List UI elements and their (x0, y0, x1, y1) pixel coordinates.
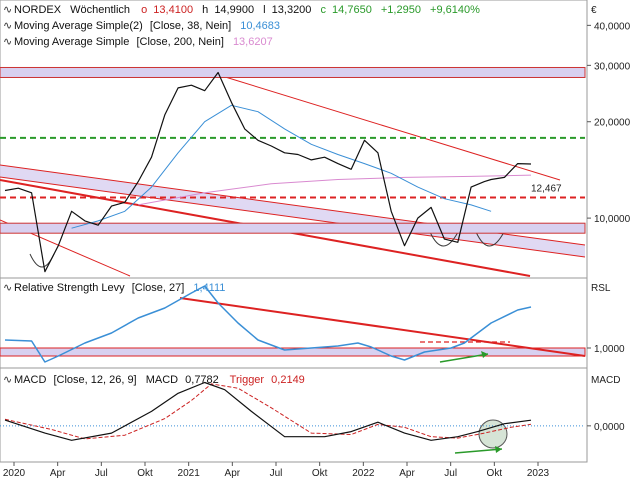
rsl-series (4, 285, 532, 363)
x-tick-label-7: Okt (312, 468, 328, 479)
macd-series (0, 381, 585, 441)
x-tick-label-5: Apr (225, 468, 241, 479)
macd-legend-title: MACD (14, 374, 46, 386)
trend-channel-lower (0, 176, 586, 258)
x-tick-label-0: 2020 (3, 468, 26, 479)
macd-legend: ∿ MACD [Close, 12, 26, 9] MACD 0,7782 Tr… (3, 374, 305, 386)
macd-cross-circle (478, 419, 508, 449)
trigger-line (4, 383, 532, 440)
rsl-legend-name: Relative Strength Levy (14, 282, 125, 294)
svg-text:∿ NORDEX Wöchentli: ∿ NORDEX Wöchentlich o 13,4100 h 14,9900… (3, 4, 480, 16)
rsl-band (0, 347, 586, 357)
price-y-tick-label-3: 10,0000 (594, 214, 631, 225)
close-value: 14,7650 (332, 4, 372, 16)
change-value: +1,2950 (381, 4, 421, 16)
bottom-arc-okt-2022 (475, 231, 505, 247)
high-value: 14,9900 (214, 4, 254, 16)
price-line (4, 71, 532, 273)
high-label: h (202, 4, 208, 16)
price-levels (0, 66, 586, 234)
x-tick-label-10: Jul (444, 468, 457, 479)
change-pct-value: +9,6140% (430, 4, 480, 16)
trend-channel-band (0, 165, 585, 257)
ma38-legend-params: [Close, 38, Nein] (150, 20, 231, 32)
macd-y-axis: 0,0000 (587, 422, 625, 433)
macd-panel-frame (0, 367, 588, 463)
open-label: o (141, 4, 147, 16)
bottom-arc-jul-2022 (429, 231, 459, 247)
macd-legend-name: MACD (146, 374, 178, 386)
trigger-legend-name: Trigger (230, 374, 265, 386)
ma200-legend-value: 13,6207 (233, 36, 273, 48)
currency-label: € (591, 5, 597, 16)
ma200-line (138, 174, 532, 206)
x-tick-label-9: Apr (399, 468, 415, 479)
trigger-legend-value: 0,2149 (271, 374, 305, 386)
rsl-legend: ∿ Relative Strength Levy [Close, 27] 1,4… (3, 282, 225, 294)
rsl-y-axis: 1,0000 (587, 344, 625, 355)
macd-y-tick-label-0: 0,0000 (594, 422, 625, 433)
svg-text:∿ Moving Average Simple(: ∿ Moving Average Simple(2) [Close, 38, N… (3, 20, 280, 32)
legend-wave-icon: ∿ (3, 282, 12, 294)
ma38-legend-value: 10,4683 (240, 20, 280, 32)
ma200-legend-name: Moving Average Simple (14, 36, 129, 48)
x-tick-label-6: Jul (270, 468, 283, 479)
instrument-title: NORDEX (14, 4, 62, 16)
rsl-downtrend-line (179, 297, 586, 357)
rsl-legend-params: [Close, 27] (132, 282, 185, 294)
macd-legend-value: 0,7782 (185, 374, 219, 386)
last-price-label: 12,467 (531, 183, 562, 194)
macd-axis-label: MACD (591, 375, 620, 386)
x-tick-label-12: 2023 (527, 468, 550, 479)
low-label: l (263, 4, 265, 16)
x-axis: 2020 Apr Jul Okt 2021 Apr Jul Okt 2022 Apr Jul Okt 2… (3, 462, 550, 479)
x-tick-label-3: Okt (137, 468, 153, 479)
ma200-legend-params: [Close, 200, Nein] (136, 36, 223, 48)
legend-wave-icon: ∿ (3, 20, 12, 32)
rsl-axis-label: RSL (591, 283, 611, 294)
low-value: 13,3200 (272, 4, 312, 16)
downtrend-line (221, 75, 561, 181)
macd-annotations (454, 419, 508, 454)
legend-wave-icon: ∿ (3, 4, 12, 16)
horizontal-band-0 (0, 66, 586, 78)
macd-legend-params: [Close, 12, 26, 9] (53, 374, 136, 386)
rsl-y-tick-label-0: 1,0000 (594, 344, 625, 355)
rsl-arrow-head (481, 351, 488, 358)
rsl-annotations (0, 297, 586, 363)
x-tick-label-4: 2021 (178, 468, 201, 479)
ma38-line (71, 104, 492, 229)
close-label: c (320, 4, 326, 16)
legend-wave-icon: ∿ (3, 374, 12, 386)
rsl-legend-value: 1,4111 (193, 282, 225, 294)
horizontal-band-3 (0, 222, 586, 234)
price-series (4, 71, 532, 273)
price-y-axis: 40,0000 30,0000 20,0000 10,0000 (587, 21, 631, 225)
rsl-line (4, 285, 532, 363)
price-y-tick-label-1: 30,0000 (594, 61, 631, 72)
x-tick-label-8: 2022 (352, 468, 375, 479)
svg-text:∿ Moving Average Simple: ∿ Moving Average Simple [Close, 200, Nei… (3, 36, 273, 48)
x-tick-label-2: Jul (95, 468, 108, 479)
macd-arrow (454, 448, 503, 454)
x-tick-label-1: Apr (50, 468, 66, 479)
legend-wave-icon: ∿ (3, 36, 12, 48)
macd-arrow-head (495, 446, 502, 453)
x-tick-label-11: Okt (487, 468, 503, 479)
ma38-legend-name: Moving Average Simple(2) (14, 20, 143, 32)
open-value: 13,4100 (153, 4, 193, 16)
price-y-tick-label-0: 40,0000 (594, 21, 631, 32)
interval-label: Wöchentlich (70, 4, 130, 16)
macd-line (4, 381, 532, 441)
price-legend: ∿ NORDEX Wöchentlich o 13,4100 h 14,9900… (3, 4, 480, 48)
rsl-arrow (439, 353, 489, 363)
price-y-tick-label-2: 20,0000 (594, 118, 631, 129)
